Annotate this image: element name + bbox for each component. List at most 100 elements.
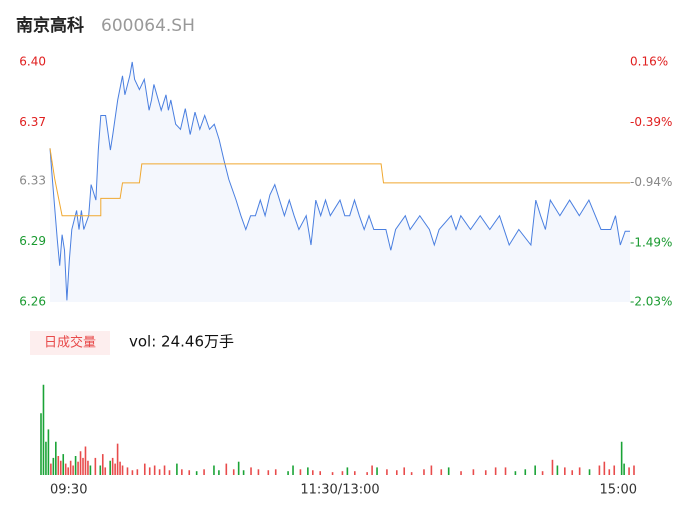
price-line — [49, 61, 630, 301]
volume-bar — [628, 467, 630, 475]
volume-bar — [494, 467, 497, 475]
price-area — [50, 62, 630, 302]
volume-bar — [430, 465, 433, 475]
volume-bar — [109, 460, 111, 475]
volume-bar — [136, 469, 139, 475]
volume-bar — [77, 461, 79, 475]
volume-bar — [89, 465, 92, 475]
volume-bar — [67, 467, 69, 475]
volume-bar — [42, 384, 45, 475]
volume-bar — [64, 463, 67, 475]
volume-bar — [74, 456, 77, 475]
volume-bar — [59, 460, 62, 475]
y-tick-label: 6.33 — [19, 174, 46, 188]
volume-bar — [299, 469, 302, 475]
volume-bar — [257, 469, 260, 475]
volume-bar — [484, 470, 487, 475]
volume-bar — [225, 463, 228, 475]
volume-bar — [556, 465, 559, 475]
y2-tick-label: -0.94% — [630, 175, 672, 189]
legend-box — [30, 331, 110, 355]
volume-bar — [620, 441, 623, 475]
volume-bar — [176, 463, 178, 475]
volume-bar — [50, 463, 52, 475]
volume-bar — [232, 469, 235, 475]
volume-bar — [588, 469, 591, 475]
volume-bar — [55, 441, 57, 475]
volume-bar — [311, 470, 314, 475]
volume-bar — [116, 443, 119, 475]
volume-bar — [119, 461, 121, 475]
y-tick-label: 6.37 — [19, 115, 46, 129]
volume-bar — [62, 454, 65, 475]
volume-bar — [371, 465, 373, 475]
volume-bar — [307, 467, 309, 475]
volume-bar — [47, 429, 50, 475]
volume-bar — [423, 469, 425, 475]
volume-bar — [213, 465, 215, 475]
volume-bar — [94, 457, 97, 475]
volume-bar — [447, 467, 450, 475]
volume-bar — [541, 471, 544, 475]
volume-bar — [386, 469, 388, 475]
volume-bar — [504, 467, 507, 475]
volume-bar — [148, 467, 151, 475]
volume-bar — [114, 463, 116, 475]
volume-bar — [571, 470, 574, 475]
volume-bar — [274, 469, 277, 475]
volume-bar — [82, 457, 84, 475]
volume-bar — [79, 451, 82, 475]
volume-bar — [84, 446, 87, 475]
x-tick-label: 09:30 — [50, 483, 87, 498]
volume-bar — [534, 465, 536, 475]
volume-bar — [188, 470, 191, 475]
volume-bar — [87, 460, 89, 475]
volume-bar — [514, 471, 517, 475]
y2-tick-label: -0.39% — [630, 115, 672, 129]
volume-annotation: vol: 24.46万手 — [129, 333, 234, 351]
volume-bar — [376, 467, 378, 475]
volume-bar — [460, 471, 462, 475]
volume-bar — [168, 470, 171, 475]
volume-bar — [292, 465, 294, 475]
volume-bar — [603, 461, 606, 475]
y2-tick-label: -1.49% — [630, 235, 672, 249]
volume-bar — [287, 471, 289, 475]
volume-bar — [623, 463, 625, 475]
volume-bar — [158, 469, 161, 475]
volume-bar — [111, 457, 114, 475]
volume-bar — [440, 469, 443, 475]
stock-code: 600064.SH — [101, 16, 195, 36]
volume-bar — [40, 413, 42, 475]
volume-bar — [346, 467, 349, 475]
volume-bar — [52, 457, 55, 475]
volume-bar — [524, 469, 527, 475]
y-tick-label: 6.29 — [19, 234, 46, 248]
volume-bar — [633, 465, 635, 475]
volume-bar — [341, 471, 344, 475]
volume-bar — [598, 465, 601, 475]
y2-tick-label: -2.03% — [630, 295, 672, 309]
y-tick-label: 6.26 — [19, 295, 46, 309]
volume-bar — [57, 456, 60, 475]
volume-bar — [250, 467, 252, 475]
volume-bar — [143, 463, 146, 475]
volume-bar — [472, 469, 475, 475]
y-tick-label: 6.40 — [19, 55, 46, 69]
x-tick-label: 11:30/13:00 — [300, 483, 379, 498]
volume-bar — [353, 471, 356, 475]
volume-bar — [104, 467, 107, 475]
average-line — [49, 148, 630, 217]
volume-bar — [72, 465, 74, 475]
legend: 日成交量 — [44, 335, 96, 351]
volume-bar — [410, 472, 413, 475]
volume-bar — [578, 467, 581, 475]
volume-bar — [267, 470, 270, 475]
volume-bar — [121, 465, 124, 475]
volume-bar — [242, 470, 245, 475]
volume-bar — [195, 471, 198, 475]
volume-bar — [69, 460, 72, 475]
volume-bar — [396, 470, 398, 475]
volume-bar — [551, 459, 554, 475]
